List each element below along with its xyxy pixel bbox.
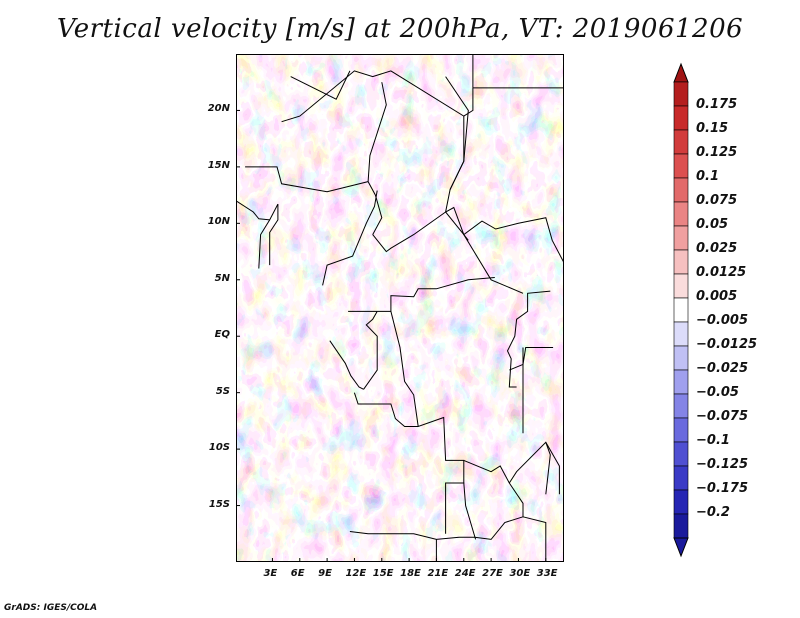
colorbar [673,62,689,558]
lon-tick-label: 30E [509,568,531,579]
country-border [258,219,271,269]
colorbar-segment [673,105,689,131]
colorbar-segment [673,345,689,371]
country-border [322,190,378,286]
country-border [377,277,495,312]
colorbar-segment [673,465,689,491]
colorbar-segment [673,417,689,443]
colorbar-segment [673,273,689,299]
country-border [463,217,564,264]
country-border [349,531,475,540]
colorbar-segment [673,201,689,227]
country-border [463,459,524,540]
lon-tick-label: 12E [345,568,367,579]
colorbar-level-label: −0.075 [696,409,749,424]
lon-tick-label: 21E [427,568,449,579]
lat-tick-label: 10S [208,442,230,454]
lat-tick-label: 15N [207,159,230,171]
lon-tick-label: 15E [372,568,394,579]
colorbar-segment [673,393,689,419]
vertical-velocity-field [236,54,564,562]
colorbar-segment [673,249,689,275]
country-border [367,82,387,182]
lat-tick-label: 20N [207,103,230,115]
country-border [353,392,419,427]
country-border [545,442,560,495]
colorbar-segment [673,441,689,467]
colorbar-level-label: 0.05 [696,217,729,232]
colorbar-segment [673,153,689,179]
colorbar-level-label: 0.075 [696,193,738,208]
country-borders [236,54,564,562]
lon-tick-label: 33E [536,568,558,579]
colorbar-level-label: −0.1 [696,433,730,448]
colorbar-bottom-arrow [673,537,689,558]
country-border [236,200,279,221]
colorbar-level-label: 0.005 [696,289,738,304]
colorbar-segment [673,177,689,203]
plot-title: Vertical velocity [m/s] at 200hPa, VT: 2… [56,14,744,44]
lat-tick-label: 5S [215,385,230,397]
colorbar-segment [673,513,689,539]
colorbar-segment [673,489,689,515]
lon-tick-label: 3E [263,568,278,579]
lon-tick-label: 18E [400,568,421,579]
country-border [269,204,279,266]
lat-tick-label: 15S [208,498,230,510]
colorbar-level-label: 0.0125 [696,265,747,280]
lon-tick-label: 6E [290,568,305,579]
colorbar-level-label: 0.025 [696,241,738,256]
country-border [329,340,364,390]
colorbar-segment [673,81,689,107]
colorbar-level-label: 0.175 [696,97,738,112]
colorbar-segment [673,321,689,347]
colorbar-level-label: 0.15 [696,121,729,136]
country-border [290,70,351,100]
country-border [363,311,378,390]
country-border [245,166,383,235]
map-panel: 20N 15N 10N 5N EQ 5S 10S 15S 3E 6E 9E 12E 15E 18E 21E… [208,54,564,579]
country-border [522,516,547,562]
colorbar-level-label: −0.025 [696,361,749,376]
map-frame [236,54,564,562]
country-border [509,347,554,371]
lat-tick-label: EQ [214,329,230,341]
country-border [281,70,465,190]
colorbar-level-label: −0.0125 [696,337,758,352]
colorbar-level-label: −0.125 [696,457,749,472]
lat-tick-label: 10N [207,216,230,228]
colorbar-level-label: −0.175 [696,481,749,496]
software-credit: GrADS: IGES/COLA [4,603,98,613]
country-border [445,482,477,540]
colorbar-segment [673,129,689,155]
colorbar-level-label: −0.05 [696,385,739,400]
country-border [445,76,469,235]
lon-tick-label: 24E [454,568,476,579]
colorbar-level-label: −0.005 [696,313,749,328]
lon-tick-label: 27E [482,568,503,579]
field-noise [236,54,564,562]
colorbar-segment [673,297,689,323]
lat-tick-label: 5N [214,272,230,284]
colorbar-level-label: −0.2 [696,505,730,520]
colorbar-segment [673,225,689,251]
lon-tick-label: 9E [318,568,332,579]
country-border [463,87,474,117]
country-border [506,290,551,388]
colorbar-segment [673,369,689,395]
colorbar-level-label: 0.125 [696,145,738,160]
colorbar-level-label: 0.1 [696,169,720,184]
colorbar-top-arrow [673,62,689,83]
